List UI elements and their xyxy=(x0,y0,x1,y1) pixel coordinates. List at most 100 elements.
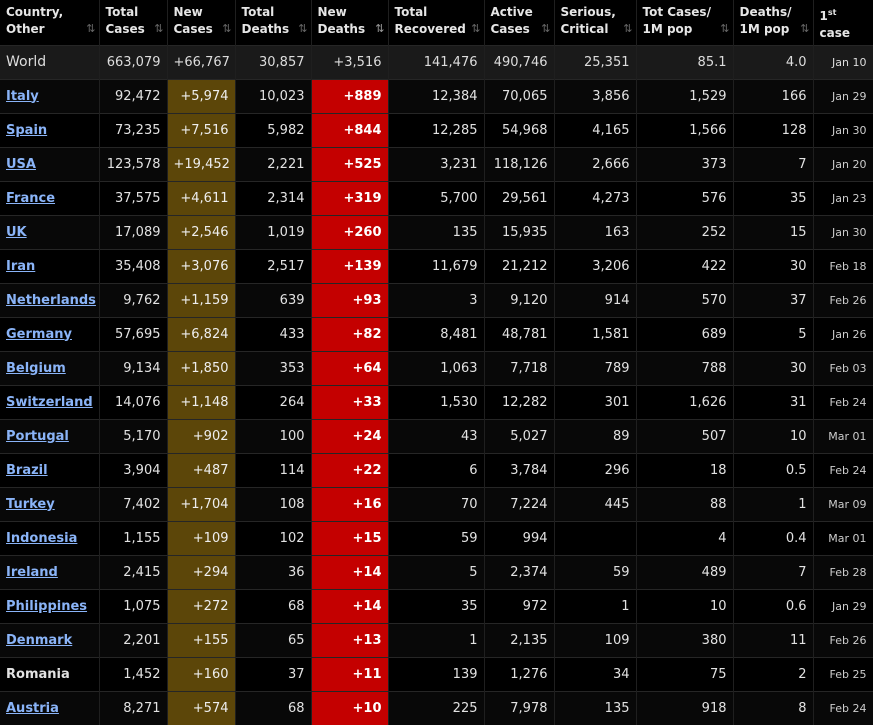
serious-critical-cell: 1,581 xyxy=(554,316,637,351)
table-header-row: Country, Other ⇅ Total Cases ⇅ New Cases ⇅ Tot… xyxy=(0,0,873,45)
total-cases-cell: 9,762 xyxy=(99,282,168,317)
country-link[interactable]: USA xyxy=(6,156,36,172)
deaths-per-1m-cell: 7 xyxy=(733,554,814,589)
header-country[interactable]: Country, Other ⇅ xyxy=(0,0,100,45)
sort-icon[interactable]: ⇅ xyxy=(541,21,550,35)
cases-per-1m-cell: 18 xyxy=(636,452,734,487)
cases-per-1m-cell: 1,626 xyxy=(636,384,734,419)
deaths-per-1m-cell: 15 xyxy=(733,214,814,249)
country-link[interactable]: Netherlands xyxy=(6,292,96,308)
first-case-cell: Feb 24 xyxy=(813,384,873,419)
country-link[interactable]: Brazil xyxy=(6,462,48,478)
new-cases-cell: +160 xyxy=(167,656,236,691)
header-new-deaths[interactable]: New Deaths ⇅ xyxy=(311,0,389,45)
country-link[interactable]: Italy xyxy=(6,88,39,104)
country-link[interactable]: France xyxy=(6,190,56,206)
sort-icon[interactable]: ⇅ xyxy=(471,21,480,35)
country-cell: Turkey xyxy=(0,486,100,521)
total-deaths-cell: 433 xyxy=(235,316,312,351)
country-cell: Romania xyxy=(0,656,100,691)
sort-icon[interactable]: ⇅ xyxy=(298,21,307,35)
cases-per-1m-cell: 4 xyxy=(636,520,734,555)
active-cases-cell: 2,135 xyxy=(484,622,555,657)
country-link[interactable]: Philippines xyxy=(6,598,88,614)
table-row: Spain 73,235 +7,516 5,982 +844 12,285 54,968 4,… xyxy=(0,112,873,147)
table-row: Italy 92,472 +5,974 10,023 +889 12,384 70,065 3… xyxy=(0,78,873,113)
sort-icon[interactable]: ⇅ xyxy=(154,21,163,35)
active-cases-cell: 7,224 xyxy=(484,486,555,521)
serious-critical-cell: 2,666 xyxy=(554,146,637,181)
serious-critical-cell: 34 xyxy=(554,656,637,691)
active-cases-cell: 7,718 xyxy=(484,350,555,385)
serious-critical-cell: 1 xyxy=(554,588,637,623)
country-link[interactable]: Belgium xyxy=(6,360,66,376)
active-cases-cell: 118,126 xyxy=(484,146,555,181)
country-link[interactable]: Spain xyxy=(6,122,48,138)
serious-critical-cell: 914 xyxy=(554,282,637,317)
serious-critical-cell: 4,165 xyxy=(554,112,637,147)
total-deaths-cell: 264 xyxy=(235,384,312,419)
country-cell: USA xyxy=(0,146,100,181)
header-active-cases[interactable]: Active Cases ⇅ xyxy=(484,0,555,45)
country-link[interactable]: Iran xyxy=(6,258,36,274)
cases-per-1m-cell: 10 xyxy=(636,588,734,623)
header-total-cases[interactable]: Total Cases ⇅ xyxy=(99,0,168,45)
new-cases-cell: +109 xyxy=(167,520,236,555)
country-link[interactable]: UK xyxy=(6,224,27,240)
deaths-per-1m-cell: 37 xyxy=(733,282,814,317)
new-deaths-cell: +22 xyxy=(311,452,389,487)
active-cases-cell: 7,978 xyxy=(484,690,555,725)
header-serious-critical[interactable]: Serious, Critical ⇅ xyxy=(554,0,637,45)
new-cases-cell: +1,159 xyxy=(167,282,236,317)
country-cell: France xyxy=(0,180,100,215)
country-link[interactable]: Denmark xyxy=(6,632,73,648)
new-cases-cell: +5,974 xyxy=(167,78,236,113)
country-link[interactable]: Portugal xyxy=(6,428,69,444)
table-row: Iran 35,408 +3,076 2,517 +139 11,679 21,212 3,2… xyxy=(0,248,873,283)
serious-critical-cell: 301 xyxy=(554,384,637,419)
header-cases-per-1m[interactable]: Tot Cases/1M pop ⇅ xyxy=(636,0,734,45)
header-total-recovered[interactable]: Total Recovered ⇅ xyxy=(388,0,485,45)
deaths-per-1m-cell: 5 xyxy=(733,316,814,351)
header-deaths-per-1m[interactable]: Deaths/1M pop ⇅ xyxy=(733,0,814,45)
country-cell: Austria xyxy=(0,690,100,725)
sort-icon[interactable]: ⇅ xyxy=(222,21,231,35)
total-recovered-cell: 5,700 xyxy=(388,180,485,215)
total-cases-cell: 5,170 xyxy=(99,418,168,453)
deaths-per-1m-cell: 8 xyxy=(733,690,814,725)
total-cases-cell: 1,155 xyxy=(99,520,168,555)
new-cases-cell: +3,076 xyxy=(167,248,236,283)
total-cases-cell: 7,402 xyxy=(99,486,168,521)
header-total-deaths[interactable]: Total Deaths ⇅ xyxy=(235,0,312,45)
sort-icon[interactable]: ⇅ xyxy=(720,21,729,35)
cases-per-1m-cell: 689 xyxy=(636,316,734,351)
new-deaths-cell: +139 xyxy=(311,248,389,283)
header-first-case[interactable]: 1st case xyxy=(813,0,873,45)
country-link[interactable]: Ireland xyxy=(6,564,58,580)
sort-icon[interactable]: ⇅ xyxy=(86,21,95,35)
country-name: Romania xyxy=(6,666,70,682)
new-cases-cell: +1,850 xyxy=(167,350,236,385)
country-link[interactable]: Germany xyxy=(6,326,72,342)
country-link[interactable]: Turkey xyxy=(6,496,55,512)
sort-desc-icon[interactable]: ⇅ xyxy=(375,21,384,35)
country-link[interactable]: Indonesia xyxy=(6,530,78,546)
new-deaths-cell: +15 xyxy=(311,520,389,555)
country-link[interactable]: Austria xyxy=(6,700,59,716)
total-cases-cell: 14,076 xyxy=(99,384,168,419)
country-link[interactable]: Switzerland xyxy=(6,394,93,410)
new-deaths-cell: +844 xyxy=(311,112,389,147)
sort-icon[interactable]: ⇅ xyxy=(800,21,809,35)
sort-icon[interactable]: ⇅ xyxy=(623,21,632,35)
cases-per-1m-cell: 88 xyxy=(636,486,734,521)
header-new-cases[interactable]: New Cases ⇅ xyxy=(167,0,236,45)
total-recovered-cell: 12,285 xyxy=(388,112,485,147)
total-recovered-cell: 35 xyxy=(388,588,485,623)
table-row: Germany 57,695 +6,824 433 +82 8,481 48,781 1,58… xyxy=(0,316,873,351)
total-recovered-cell: 70 xyxy=(388,486,485,521)
deaths-per-1m-cell: 0.5 xyxy=(733,452,814,487)
country-cell: Italy xyxy=(0,78,100,113)
serious-critical-cell: 25,351 xyxy=(554,44,637,79)
country-cell: Brazil xyxy=(0,452,100,487)
new-deaths-cell: +82 xyxy=(311,316,389,351)
